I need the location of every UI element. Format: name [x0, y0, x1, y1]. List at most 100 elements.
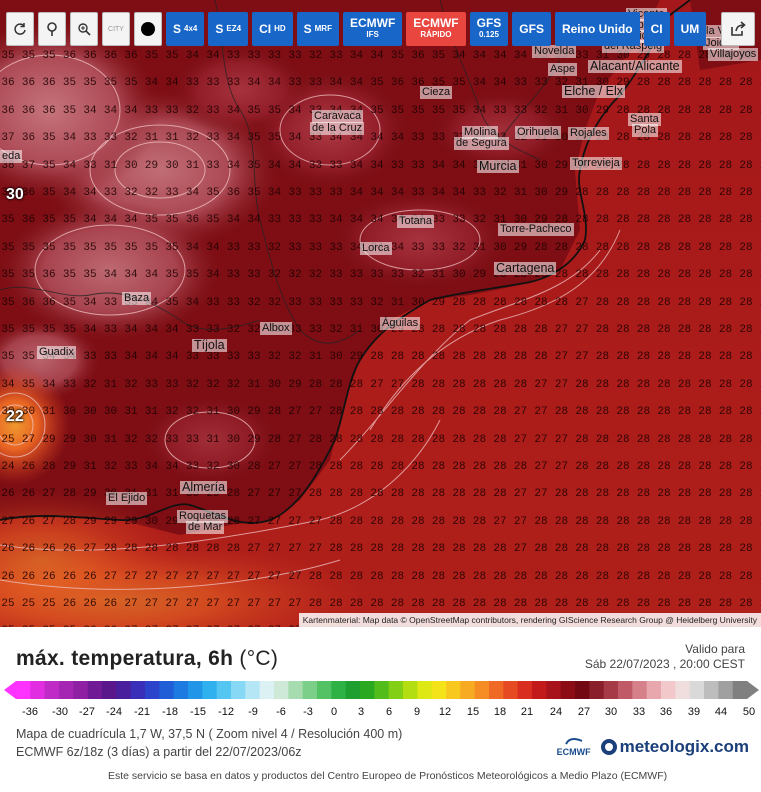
grid-value: 27 — [575, 351, 589, 364]
grid-value: 33 — [185, 433, 200, 446]
model-button-ci[interactable]: CI — [643, 12, 670, 46]
grid-value: 33 — [83, 159, 97, 172]
model-button-gfs[interactable]: GFS — [512, 12, 551, 46]
grid-value: 28 — [452, 570, 466, 583]
grid-value: 26 — [100, 625, 122, 627]
grid-value: 28 — [756, 488, 761, 500]
model-button-ecmwf-rápido[interactable]: ECMWF RÁPIDO — [406, 12, 466, 46]
grid-value: 29 — [288, 378, 302, 391]
grid-value: 28 — [349, 406, 364, 419]
grid-value: 36 — [62, 50, 77, 62]
grid-value: 29 — [636, 50, 651, 62]
scale-swatch — [188, 681, 203, 699]
grid-value: 28 — [636, 406, 651, 419]
model-button-um[interactable]: UM — [673, 12, 707, 46]
grid-value: 35 — [21, 269, 36, 282]
grid-value: 35 — [452, 77, 466, 90]
zoom-icon[interactable] — [70, 12, 98, 46]
grid-value: 28 — [677, 132, 692, 145]
branding[interactable]: ECMWF meteologix.com — [557, 736, 749, 757]
model-button-reino-unido[interactable]: Reino Unido — [554, 12, 640, 46]
grid-value: 27 — [288, 461, 302, 473]
grid-value: 33 — [288, 50, 302, 62]
model-button-s-4x4[interactable]: S 4x4 — [166, 12, 205, 46]
grid-value: 28 — [493, 461, 507, 473]
model-button-gfs-0-125[interactable]: GFS 0.125 — [469, 12, 509, 46]
grid-value: 33 — [288, 241, 302, 254]
model-button-s-ez4[interactable]: S EZ4 — [208, 12, 249, 46]
grid-value: 28 — [554, 570, 569, 583]
grid-value: 36 — [42, 296, 56, 309]
location-pin-icon[interactable] — [38, 12, 66, 46]
grid-value: 27 — [288, 406, 302, 419]
grid-value: 35 — [42, 241, 56, 254]
scale-tick-label: -9 — [248, 706, 258, 718]
scale-swatch — [44, 681, 60, 699]
grid-value: 28 — [698, 488, 712, 501]
grid-value: 28 — [349, 461, 364, 473]
grid-value: 30 — [165, 159, 179, 172]
grid-value: 28 — [411, 488, 425, 501]
grid-value: 34 — [493, 50, 507, 62]
grid-value: 28 — [452, 406, 466, 419]
grid-value: 28 — [718, 515, 733, 528]
grid-value: 34 — [124, 324, 138, 336]
scale-swatch — [16, 681, 31, 699]
grid-value: 27 — [267, 488, 282, 501]
grid-value: 28 — [636, 214, 651, 227]
grid-value: 33 — [226, 351, 241, 364]
grid-value: 29 — [62, 433, 77, 446]
grid-value: 31 — [472, 241, 487, 254]
grid-value: 33 — [472, 187, 487, 199]
grid-value: 28 — [718, 598, 733, 610]
map-attribution[interactable]: Kartenmaterial: Map data © OpenStreetMap… — [298, 613, 761, 627]
grid-value: 27 — [513, 433, 528, 446]
grid-value: 35 — [165, 241, 179, 254]
scale-arrow-right — [747, 681, 759, 699]
grid-value: 28 — [756, 214, 761, 226]
grid-value: 28 — [431, 515, 446, 528]
model-button-ecmwf-ifs[interactable]: ECMWF IFS — [342, 12, 403, 46]
grid-value: 28 — [247, 461, 261, 473]
dot-toggle[interactable] — [134, 12, 162, 46]
grid-value: 32 — [124, 378, 138, 391]
grid-value: 35 — [62, 241, 77, 254]
grid-value: 28 — [206, 543, 220, 556]
grid-value: 28 — [739, 406, 753, 419]
grid-value: 35 — [62, 104, 77, 117]
refresh-icon[interactable] — [6, 12, 34, 46]
scale-swatch — [704, 681, 719, 699]
grid-value: 32 — [83, 378, 97, 391]
city-label: Lorca — [360, 242, 392, 255]
grid-value: 32 — [247, 296, 261, 309]
grid-value: 26 — [21, 570, 36, 583]
grid-value: 28 — [739, 351, 753, 364]
grid-value: 28 — [739, 187, 753, 199]
grid-value: 33 — [431, 214, 446, 227]
city-toggle[interactable]: CITY — [102, 12, 130, 46]
grid-value: 34 — [472, 77, 487, 90]
grid-value: 28 — [718, 104, 733, 117]
scale-swatch — [73, 681, 89, 699]
scale-swatch — [288, 681, 304, 699]
city-label: El Ejido — [106, 492, 148, 505]
grid-value: 33 — [206, 324, 220, 336]
grid-value: 27 — [247, 515, 261, 528]
meteologix-logo[interactable]: meteologix.com — [600, 737, 749, 757]
model-button-ci-hd[interactable]: CI HD — [252, 12, 293, 46]
grid-value: 28 — [575, 241, 589, 254]
grid-value: 35 — [247, 159, 261, 172]
grid-value: 28 — [431, 570, 446, 583]
grid-value: 33 — [124, 461, 138, 473]
model-button-s-mrf[interactable]: S MRF — [296, 12, 339, 46]
grid-value: 28 — [698, 241, 712, 254]
grid-value: 27 — [141, 625, 163, 627]
temperature-map[interactable]: 35 35 35 36 36 36 36 35 35 34 34 33 33 33 33 32 33 34 34 35… — [0, 0, 761, 627]
scale-swatch — [718, 681, 734, 699]
share-button[interactable] — [721, 12, 755, 46]
grid-value: 28 — [329, 570, 343, 583]
grid-value: 34 — [226, 104, 241, 117]
grid-value: 27 — [288, 488, 302, 501]
grid-value: 27 — [575, 324, 589, 336]
scale-swatch — [202, 681, 218, 699]
